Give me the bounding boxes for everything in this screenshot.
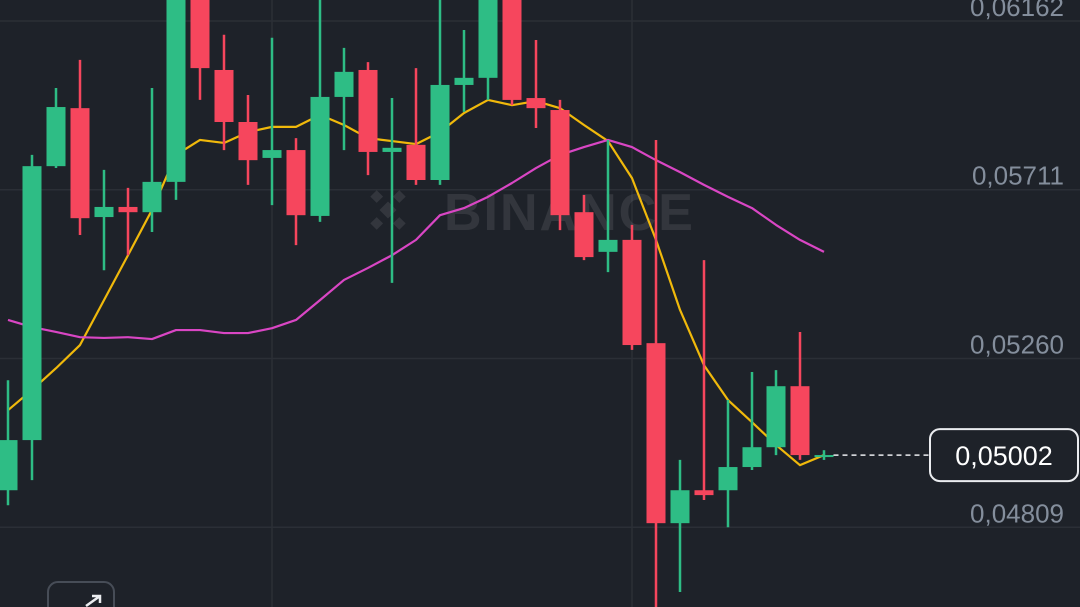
arrow-icon [85,594,102,607]
candle-body [574,212,594,258]
candle-body [550,110,570,216]
candle-body [766,386,786,448]
candle-body [286,150,306,216]
y-tick-label: 0,04809 [970,498,1064,528]
expand-button[interactable] [47,581,115,607]
candle-body [22,166,42,441]
candle-body [406,144,426,181]
candle-body [814,455,834,458]
candle-body [382,147,402,152]
candle-body [646,343,666,524]
candles [0,0,834,607]
candle-body [790,386,810,456]
candle-body [598,239,618,252]
candle-body [622,239,642,346]
candle-body [502,0,522,100]
candle-body [0,440,18,491]
candle-body [70,108,90,219]
candle-body [718,467,738,491]
candle-body [214,69,234,122]
candle-body [334,71,354,97]
candle-body [166,0,186,182]
candle-body [742,447,762,468]
candle-body [430,84,450,181]
candle-body [310,96,330,216]
candle-body [694,490,714,496]
ma-line [7,138,825,341]
last-price: 0,05002 [833,428,1079,483]
candle-body [670,490,690,524]
candle-body [478,0,498,78]
candle-body [454,77,474,85]
candle-body [238,121,258,161]
price-tag [929,428,1079,483]
candle-body [94,206,114,218]
price-tag-label: 0,05002 [955,441,1053,471]
y-axis: 0,06162 0,05711 0,05260 0,04809 [970,0,1064,528]
candle-body [358,69,378,152]
y-tick-label: 0,05260 [970,330,1064,360]
y-tick-label: 0,05711 [972,161,1064,191]
candle-body [46,107,66,167]
button-frame[interactable] [47,581,115,607]
y-tick-label: 0,06162 [970,0,1064,22]
candle-body [190,0,210,69]
candle-body [142,181,162,213]
candle-body [526,98,546,109]
candle-body [262,150,282,158]
candle-body [118,206,138,213]
